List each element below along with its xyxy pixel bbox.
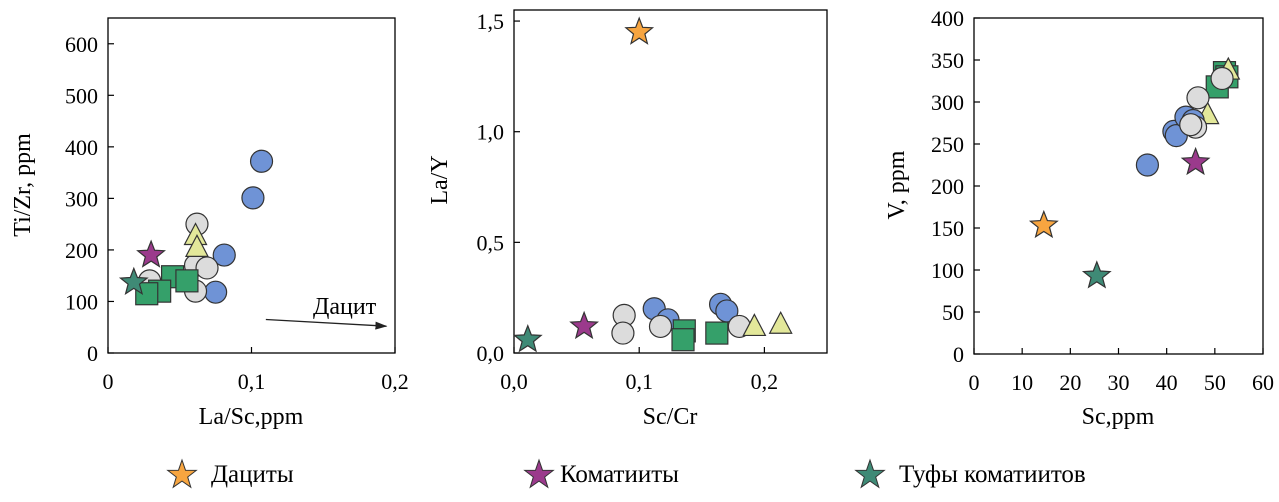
chart-1-ticks: 0 0,1 0,2 0 100 200 300 400 500 600	[65, 32, 409, 394]
data-point-triangle	[184, 234, 209, 257]
y-tick-label: 300	[931, 90, 964, 115]
y-tick-label: 0	[87, 341, 98, 366]
x-tick-label: 0,0	[500, 369, 528, 394]
chart-1-annotation-arrow	[265, 318, 388, 330]
chart-1-marks	[118, 149, 274, 306]
x-tick-label: 10	[1011, 370, 1033, 395]
x-tick-label: 0,1	[238, 369, 266, 394]
y-tick-label: 0,5	[477, 230, 505, 255]
chart-2-ticks: 0,0 0,1 0,2 0,0 0,5 1,0 1,5	[477, 9, 779, 394]
x-tick-label: 60	[1252, 370, 1274, 395]
data-point-square	[135, 282, 159, 306]
x-tick-label: 20	[1059, 370, 1081, 395]
legend-label-komatiites: Коматииты	[560, 461, 679, 488]
chart-3-ylabel: V, ppm	[884, 150, 910, 219]
legend: Дациты Коматииты Туфы коматиитов	[0, 458, 1279, 502]
x-tick-label: 0	[103, 369, 114, 394]
y-tick-label: 300	[65, 186, 98, 211]
data-point-star	[1028, 209, 1059, 239]
data-point-square	[175, 269, 199, 293]
chart-2: 0,0 0,1 0,2 0,0 0,5 1,0 1,5 Sc/Cr La/Y	[427, 9, 828, 430]
y-tick-label: 100	[65, 289, 98, 314]
x-tick-label: 50	[1204, 370, 1226, 395]
y-tick-label: 400	[65, 135, 98, 160]
data-point-circle	[1135, 153, 1160, 177]
chart-3-xlabel: Sc,ppm	[1082, 404, 1155, 430]
chart-1: 0 0,1 0,2 0 100 200 300 400 500 600 Дацит La/Sc,p…	[10, 17, 409, 430]
legend-item-komatiite-tuffs: Туфы коматиитов	[853, 458, 1086, 492]
data-point-circle	[648, 314, 673, 339]
data-point-triangle	[742, 313, 767, 337]
y-tick-label: 600	[65, 32, 98, 57]
legend-item-dacites: Дациты	[165, 458, 294, 492]
y-tick-label: 50	[942, 300, 964, 325]
y-tick-label: 0,0	[477, 341, 505, 366]
y-tick-label: 0	[953, 342, 964, 367]
dacite-star-icon	[166, 458, 198, 489]
komatiite-star-icon	[523, 458, 555, 489]
x-tick-label: 0	[969, 370, 980, 395]
legend-label-dacites: Дациты	[211, 461, 294, 488]
data-point-star	[118, 266, 149, 296]
legend-label-komatiite-tuffs: Туфы коматиитов	[899, 461, 1086, 488]
y-tick-label: 500	[65, 83, 98, 108]
data-point-circle	[241, 186, 265, 210]
x-tick-label: 40	[1156, 370, 1178, 395]
data-point-square	[705, 321, 729, 345]
data-point-star	[1081, 260, 1112, 289]
y-tick-label: 100	[931, 258, 964, 283]
data-point-star	[569, 310, 599, 340]
chart-2-marks	[512, 16, 793, 353]
x-tick-label: 30	[1108, 370, 1130, 395]
data-point-circle	[1179, 113, 1203, 137]
data-point-star	[512, 324, 543, 353]
data-point-square	[671, 328, 695, 352]
data-point-circle	[611, 321, 635, 345]
y-tick-label: 1,5	[477, 9, 505, 34]
chart-3-marks	[1028, 56, 1241, 289]
data-point-star	[1180, 146, 1211, 176]
x-tick-label: 0,2	[381, 369, 409, 394]
tuff-star-icon	[854, 458, 886, 489]
chart-1-ylabel: Ti/Zr, ppm	[10, 133, 36, 237]
y-tick-label: 1,0	[477, 120, 505, 145]
y-tick-label: 350	[931, 48, 964, 73]
data-point-triangle	[768, 310, 793, 334]
chart-3: 0 10 20 30 40 50 60 0 50 100 150 200 250 300 350 400 Sc…	[884, 6, 1274, 430]
data-point-circle	[195, 256, 219, 280]
data-point-circle	[1210, 66, 1234, 91]
chart-2-ylabel: La/Y	[427, 155, 453, 204]
x-tick-label: 0,1	[625, 369, 653, 394]
data-point-circle	[249, 149, 274, 173]
data-point-circle	[1186, 86, 1210, 110]
chart-3-ticks: 0 10 20 30 40 50 60 0 50 100 150 200 250 300 350 400	[931, 6, 1274, 395]
data-point-circle	[204, 280, 228, 304]
data-point-circle	[212, 243, 236, 267]
y-tick-label: 250	[931, 132, 964, 157]
y-tick-label: 150	[931, 216, 964, 241]
data-point-star	[624, 16, 655, 45]
chart-2-frame	[513, 9, 828, 354]
y-tick-label: 400	[931, 6, 964, 31]
y-tick-label: 200	[931, 174, 964, 199]
y-tick-label: 200	[65, 238, 98, 263]
x-tick-label: 0,2	[751, 369, 779, 394]
legend-item-komatiites: Коматииты	[522, 458, 679, 492]
data-point-star	[136, 239, 166, 268]
chart-1-xlabel: La/Sc,ppm	[199, 404, 304, 430]
chart-1-annotation: Дацит	[313, 294, 377, 320]
chart-2-xlabel: Sc/Cr	[643, 404, 698, 430]
